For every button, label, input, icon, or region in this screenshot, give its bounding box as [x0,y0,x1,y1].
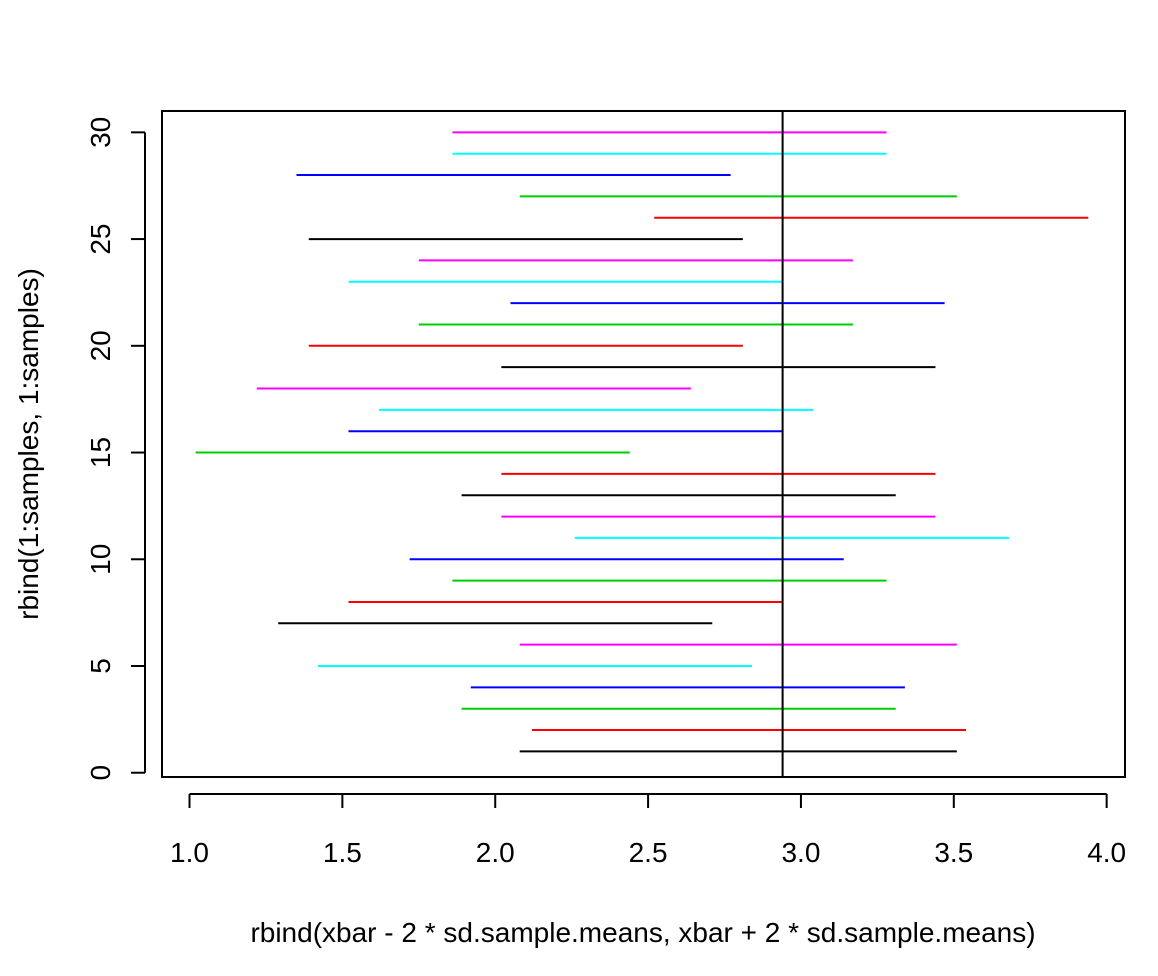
y-axis-label: rbind(1:samples, 1:samples) [13,268,44,620]
x-tick-label-5: 3.5 [934,837,973,868]
y-tick-label-1: 5 [85,658,116,674]
y-tick-label-4: 20 [85,330,116,361]
x-tick-label-3: 2.5 [629,837,668,868]
x-tick-label-1: 1.5 [323,837,362,868]
x-tick-label-0: 1.0 [170,837,209,868]
x-tick-label-6: 4.0 [1087,837,1126,868]
y-tick-label-2: 10 [85,544,116,575]
y-tick-label-5: 25 [85,223,116,254]
x-tick-label-2: 2.0 [476,837,515,868]
y-axis: 0 5 10 15 20 25 30 [85,117,146,781]
y-tick-label-0: 0 [85,765,116,781]
y-tick-label-6: 30 [85,117,116,148]
plot-frame [161,110,1126,778]
x-axis: 1.0 1.5 2.0 2.5 3.0 3.5 4.0 [170,793,1126,868]
y-tick-label-3: 15 [85,437,116,468]
interval-segments [195,131,1089,753]
x-tick-label-4: 3.0 [781,837,820,868]
x-axis-label: rbind(xbar - 2 * sd.sample.means, xbar +… [250,917,1035,948]
